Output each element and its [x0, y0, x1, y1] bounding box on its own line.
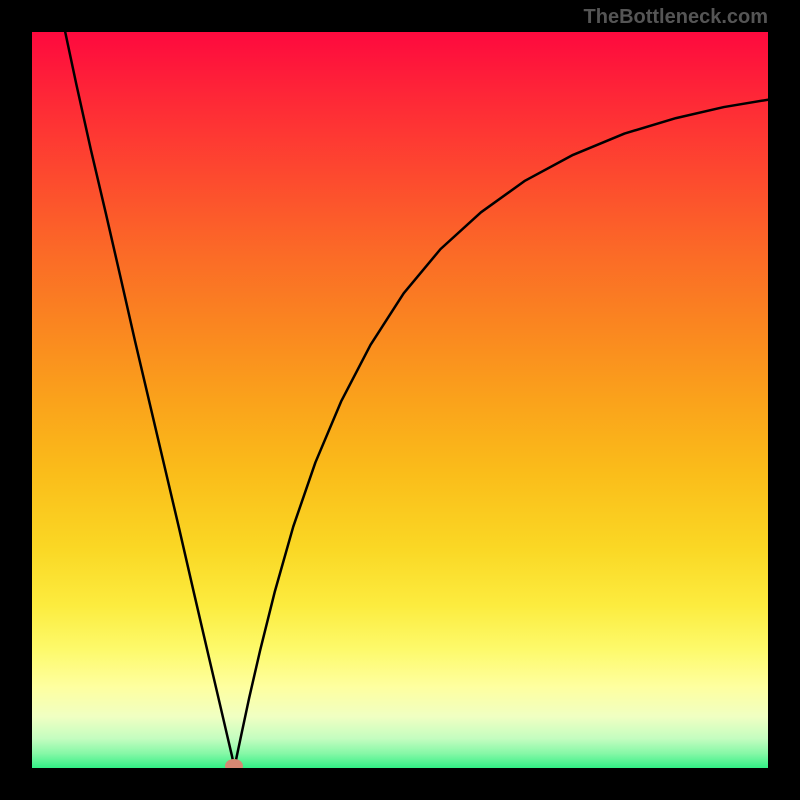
- bottleneck-curve: [32, 32, 768, 768]
- watermark-text: TheBottleneck.com: [584, 6, 768, 29]
- plot-area: [32, 32, 768, 768]
- minimum-marker: [225, 759, 243, 768]
